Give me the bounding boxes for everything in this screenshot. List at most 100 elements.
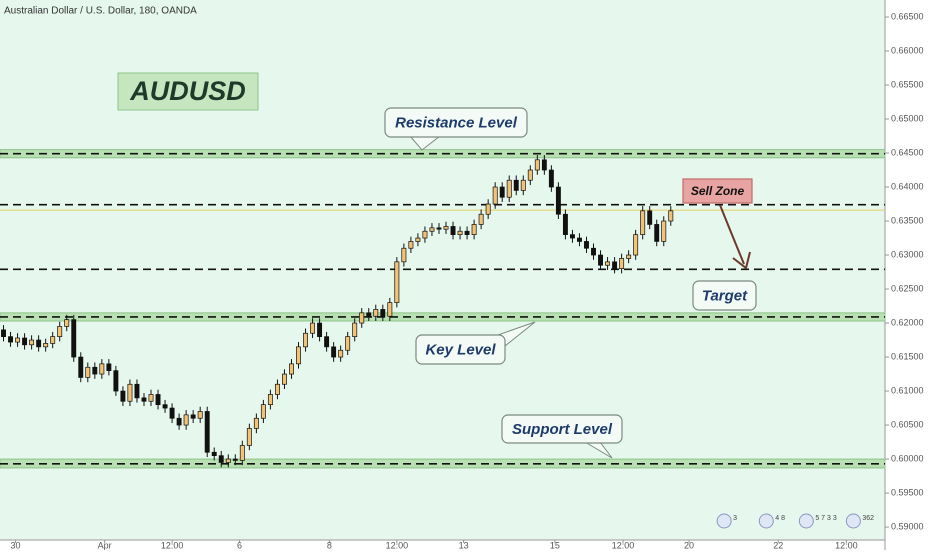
candle-body <box>50 336 56 344</box>
candle-body <box>246 428 252 446</box>
y-tick-label: 0.62000 <box>891 317 924 327</box>
candle-body <box>141 397 147 402</box>
candle-body <box>464 230 470 235</box>
x-tick-label: 12:00 <box>612 540 635 550</box>
candle-body <box>612 261 618 269</box>
candle-body <box>64 319 70 327</box>
candle-body <box>282 373 287 385</box>
candle-body <box>106 363 112 372</box>
candle-body <box>289 363 294 375</box>
y-tick-label: 0.65000 <box>891 113 924 123</box>
candle-body <box>668 210 674 222</box>
candle-body <box>162 404 168 409</box>
y-tick-label: 0.60000 <box>891 453 924 463</box>
y-tick-label: 0.66500 <box>891 11 924 21</box>
price-axis <box>885 0 932 550</box>
candle-body <box>253 417 259 429</box>
candle-body <box>605 261 611 266</box>
target-arrow <box>719 204 745 265</box>
y-tick-label: 0.59500 <box>891 487 924 497</box>
candle-body <box>274 383 280 395</box>
x-tick-label: 8 <box>327 540 332 550</box>
candle-body <box>78 356 84 378</box>
candles <box>1 155 674 468</box>
candle-body <box>155 394 161 406</box>
candle-body <box>661 220 667 242</box>
callout-pointer <box>409 135 441 151</box>
candle-body <box>569 234 575 239</box>
x-tick-label: 12:00 <box>835 540 858 550</box>
x-tick-label: 13 <box>459 540 469 550</box>
event-icon <box>798 513 814 529</box>
candle-body <box>197 411 203 419</box>
candle-body <box>513 179 519 191</box>
candle-body <box>408 241 414 249</box>
candle-body <box>471 224 477 235</box>
candle-body <box>127 383 133 402</box>
x-tick-label: 22 <box>773 540 783 550</box>
y-tick-label: 0.64500 <box>891 147 924 157</box>
event-icon <box>845 513 861 529</box>
x-tick-label: 30 <box>10 540 20 550</box>
y-tick-label: 0.66000 <box>891 45 924 55</box>
candle-body <box>352 322 358 337</box>
candle-body <box>633 234 639 256</box>
target-arrowhead <box>732 251 751 270</box>
candle-body <box>548 169 554 188</box>
callout-label: Sell Zone <box>691 184 745 198</box>
candle-body <box>218 455 224 463</box>
candle-body <box>626 254 632 259</box>
candle-body <box>15 337 21 343</box>
candle-body <box>450 226 456 235</box>
time-axis <box>0 540 885 550</box>
annotations: Resistance Level Key Level Support Level Ta… <box>384 107 874 529</box>
candle-body <box>527 169 533 181</box>
candle-body <box>429 227 435 232</box>
candle-body <box>22 337 28 346</box>
candle-body <box>373 309 379 317</box>
event-label: 3 <box>733 515 737 522</box>
candle-body <box>113 370 119 392</box>
candle-body <box>387 302 393 317</box>
candle-body <box>29 339 35 346</box>
x-tick-label: 6 <box>237 540 242 550</box>
event-label: 5 7 3 3 <box>815 515 837 522</box>
callout-label: Target <box>702 287 748 304</box>
callout-box <box>692 280 757 311</box>
x-tick-label: 20 <box>684 540 694 550</box>
y-tick-label: 0.63000 <box>891 249 924 259</box>
y-tick-label: 0.61000 <box>891 385 924 395</box>
candle-body <box>331 346 337 358</box>
callout-box <box>384 107 528 138</box>
event-icon <box>716 513 732 529</box>
candle-body <box>443 226 449 230</box>
y-tick-label: 0.65500 <box>891 79 924 89</box>
candle-body <box>506 179 512 198</box>
candle-body <box>359 312 365 324</box>
event-label: 4 8 <box>775 515 785 522</box>
candle-body <box>647 210 653 225</box>
candle-body <box>415 237 421 242</box>
callout-pointer <box>584 441 613 459</box>
candle-body <box>555 186 561 215</box>
candle-body <box>99 363 105 375</box>
symbol-label: AUDUSD <box>129 76 246 106</box>
candle-body <box>260 404 266 419</box>
candle-body <box>436 227 442 230</box>
candle-body <box>422 230 428 239</box>
y-tick-label: 0.60500 <box>891 419 924 429</box>
candle-body <box>211 451 217 457</box>
callout-label: Resistance Level <box>395 114 518 131</box>
candle-body <box>169 407 175 419</box>
y-tick-label: 0.64000 <box>891 181 924 191</box>
candle-body <box>577 237 582 242</box>
candle-body <box>478 213 484 225</box>
candle-body <box>492 186 498 205</box>
callout-box <box>682 178 753 204</box>
candle-body <box>380 309 386 317</box>
candle-body <box>401 247 407 263</box>
symbol-box <box>117 72 259 111</box>
candle-body <box>317 322 323 337</box>
candle-body <box>520 179 526 191</box>
